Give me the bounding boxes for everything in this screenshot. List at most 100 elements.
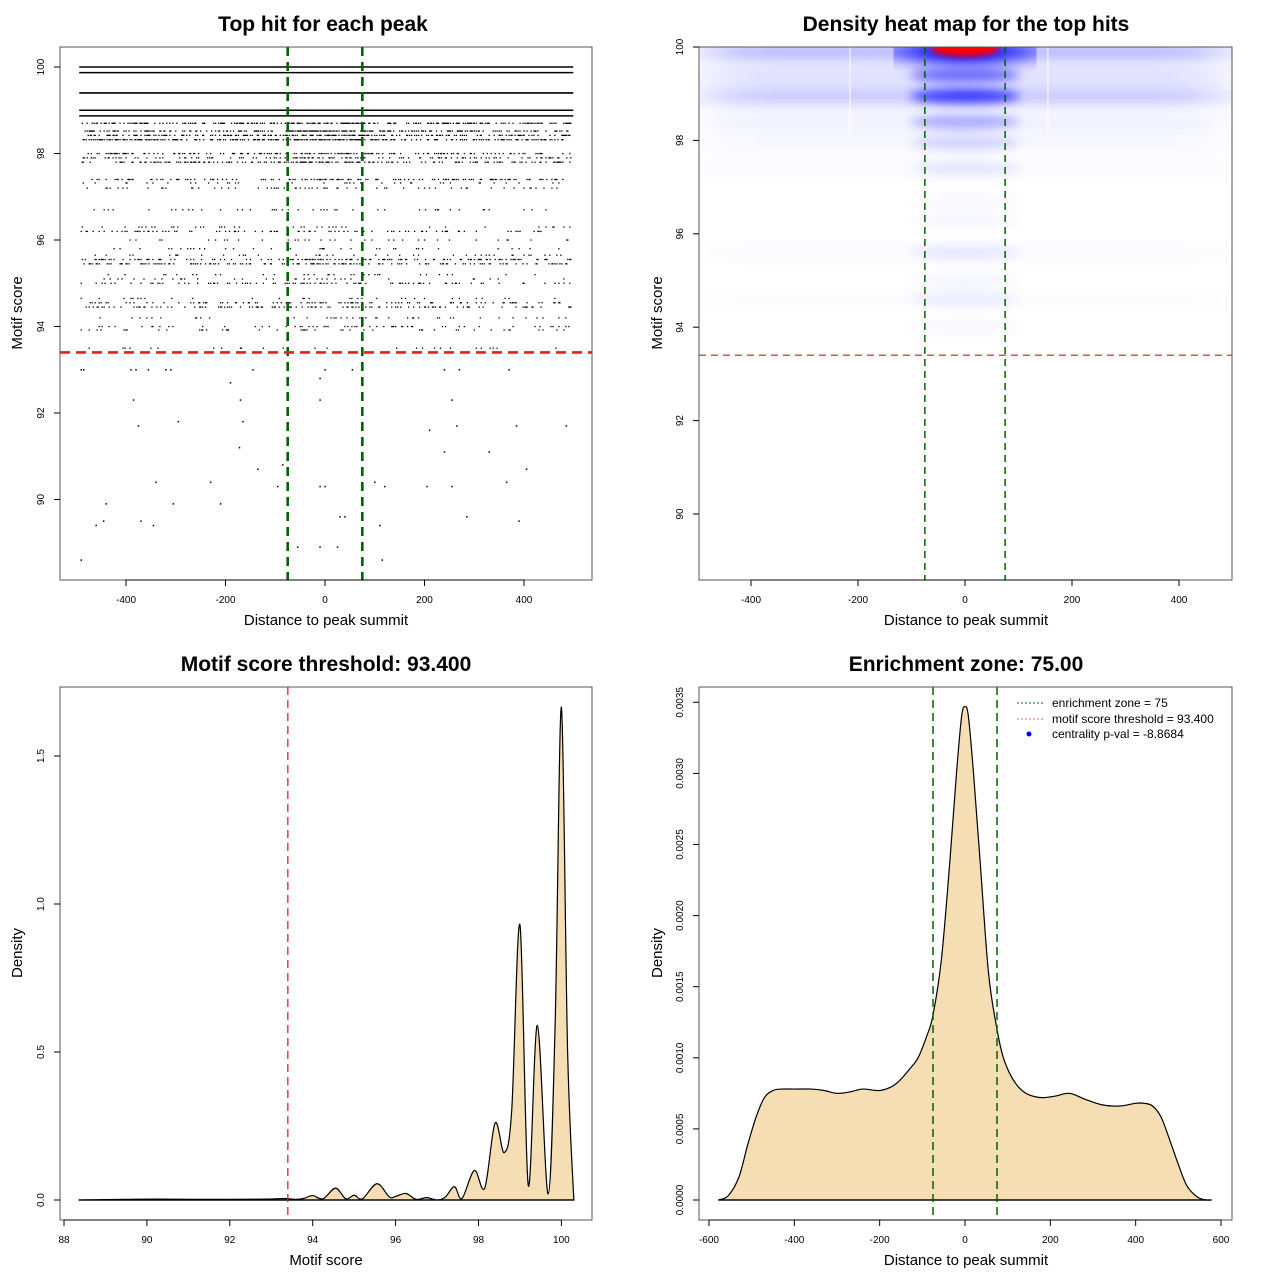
hit-point — [462, 178, 465, 181]
hit-point — [549, 157, 551, 159]
hit-point — [485, 254, 487, 256]
hit-point — [235, 139, 238, 141]
hit-point — [146, 122, 148, 124]
hit-point — [518, 134, 520, 137]
hit-point — [148, 152, 150, 155]
hit-point — [536, 263, 538, 265]
hit-point — [229, 130, 232, 132]
hit-point — [220, 226, 223, 228]
hit-point — [354, 134, 356, 137]
hit-point — [257, 134, 260, 137]
hit-point — [221, 161, 224, 163]
hit-point — [400, 306, 402, 308]
hit-point — [382, 139, 384, 141]
hit-point — [304, 178, 306, 181]
hit-point — [487, 139, 489, 141]
hit-point — [144, 297, 146, 300]
hit-point — [208, 317, 211, 319]
scatter-x-tick-label: 200 — [416, 595, 433, 606]
hit-point — [140, 122, 142, 124]
hit-point — [447, 134, 450, 137]
hit-point — [448, 130, 451, 132]
hit-point — [484, 161, 486, 163]
distance-density-x-label: Distance to peak summit — [884, 1252, 1049, 1269]
hit-point — [461, 130, 464, 132]
scatter-y-tick-label: 98 — [36, 148, 47, 160]
hit-point — [537, 258, 539, 261]
hit-point — [301, 157, 303, 159]
hit-point — [364, 122, 366, 124]
hit-point — [121, 263, 123, 265]
hit-point — [353, 282, 355, 284]
scatter-x-tick-label: 0 — [322, 595, 328, 606]
hit-point — [336, 178, 338, 181]
hit-point — [98, 325, 100, 328]
hit-point — [303, 157, 305, 159]
legend: enrichment zone = 75 motif score thresho… — [1017, 696, 1214, 741]
hit-point — [382, 157, 384, 159]
hit-point — [330, 230, 332, 233]
hit-point — [539, 152, 541, 155]
hit-point — [316, 278, 318, 280]
hit-point — [493, 157, 495, 159]
hit-point — [168, 263, 170, 265]
hit-point — [516, 139, 518, 141]
hit-point — [219, 139, 222, 141]
hit-point — [95, 524, 97, 527]
hit-point — [257, 468, 259, 471]
hit-point — [511, 254, 513, 256]
hit-point — [421, 248, 424, 250]
hit-point — [96, 306, 98, 308]
hit-point — [519, 130, 521, 132]
hit-point — [272, 122, 274, 124]
hit-point — [204, 248, 206, 250]
hit-point — [270, 152, 272, 155]
hit-point — [399, 134, 401, 137]
hit-point — [184, 161, 186, 163]
hit-point — [342, 306, 344, 308]
hit-point — [104, 282, 106, 284]
hit-point — [138, 139, 140, 141]
hit-point — [120, 157, 122, 159]
hit-point — [211, 178, 214, 181]
hit-point — [505, 182, 507, 184]
hit-point — [271, 306, 273, 308]
hit-point — [105, 302, 107, 304]
hit-point — [104, 157, 106, 159]
hit-point — [305, 161, 307, 163]
hit-point — [406, 317, 409, 319]
hit-point — [349, 157, 351, 159]
hit-point — [485, 139, 487, 141]
hit-point — [424, 130, 427, 132]
hit-point — [367, 134, 369, 137]
hit-point — [479, 178, 481, 181]
hit-point — [343, 263, 345, 265]
hit-point — [323, 152, 325, 155]
hit-point — [421, 347, 424, 349]
hit-point — [139, 161, 141, 163]
hit-point — [352, 302, 354, 304]
hit-point — [285, 152, 287, 155]
hit-point — [241, 122, 244, 124]
hit-point — [184, 157, 186, 159]
hit-point — [179, 157, 181, 159]
hit-point — [432, 258, 435, 261]
hit-point — [186, 134, 188, 137]
hit-point — [319, 282, 321, 284]
hit-point — [123, 122, 125, 124]
hit-point — [371, 239, 373, 241]
hit-point — [377, 178, 379, 181]
hit-point — [478, 306, 480, 308]
hit-point — [463, 139, 465, 141]
hit-point — [427, 139, 430, 141]
hit-point — [488, 139, 490, 141]
hit-point — [98, 297, 100, 300]
hit-point — [198, 302, 200, 304]
hit-point — [164, 134, 166, 137]
hit-point — [282, 464, 284, 466]
hit-point — [282, 258, 284, 261]
hit-point — [558, 302, 560, 304]
hit-point — [254, 230, 257, 233]
hit-point — [216, 182, 219, 184]
hit-point — [214, 134, 217, 137]
